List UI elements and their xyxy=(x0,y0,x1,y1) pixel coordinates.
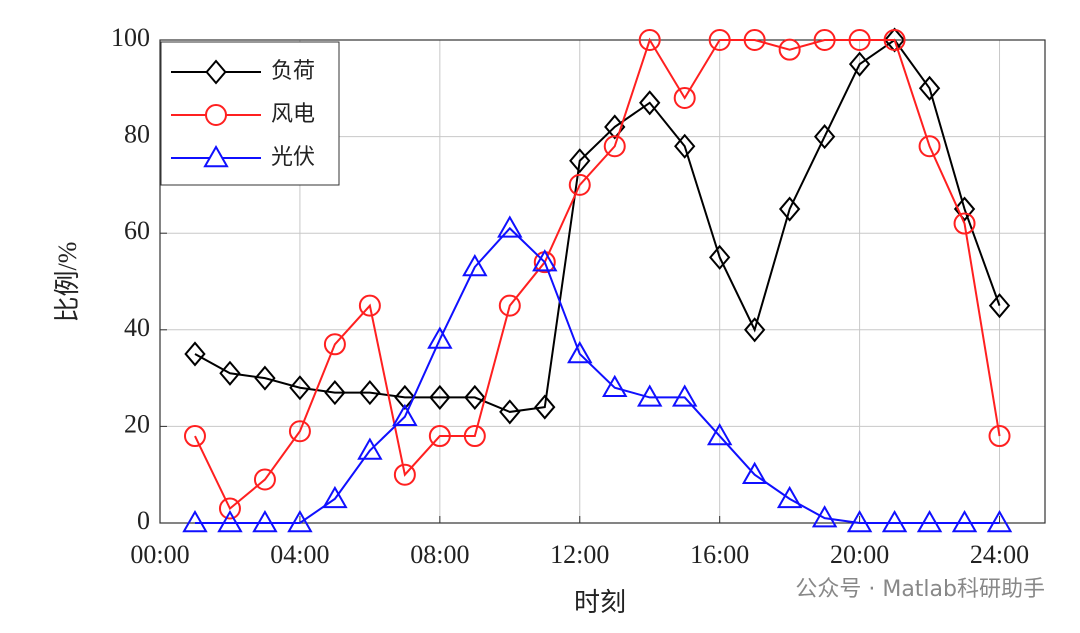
marker xyxy=(254,365,276,391)
marker xyxy=(674,133,696,159)
x-tick-label: 00:00 xyxy=(130,540,189,569)
marker xyxy=(811,505,838,528)
marker xyxy=(288,420,311,443)
marker xyxy=(498,294,521,317)
marker xyxy=(813,29,836,51)
marker xyxy=(394,384,416,410)
y-tick-label: 20 xyxy=(124,409,150,438)
x-tick-label: 16:00 xyxy=(690,540,749,569)
marker xyxy=(253,468,276,491)
marker xyxy=(637,384,663,407)
y-tick-label: 40 xyxy=(124,313,150,342)
marker xyxy=(357,437,383,460)
marker xyxy=(289,375,311,401)
marker xyxy=(813,124,836,150)
marker xyxy=(951,509,978,533)
y-tick-label: 100 xyxy=(111,23,150,52)
marker xyxy=(953,212,976,235)
marker xyxy=(953,196,976,222)
series-line xyxy=(194,226,1000,524)
marker xyxy=(988,293,1011,319)
marker xyxy=(778,196,801,222)
marker xyxy=(183,425,206,448)
marker xyxy=(638,29,661,51)
y-axis-label: 比例/% xyxy=(53,242,82,323)
marker xyxy=(741,461,768,484)
legend-box xyxy=(160,41,340,186)
y-tick-label: 60 xyxy=(124,216,150,245)
marker xyxy=(673,86,696,109)
marker xyxy=(219,360,241,386)
marker xyxy=(464,384,486,410)
marker xyxy=(671,384,698,407)
x-tick-label: 24:00 xyxy=(970,540,1029,569)
marker xyxy=(323,333,346,356)
marker xyxy=(392,403,418,426)
marker xyxy=(568,173,591,196)
marker xyxy=(217,509,243,533)
y-tick-label: 0 xyxy=(137,506,150,535)
marker xyxy=(708,29,731,51)
marker xyxy=(881,509,908,533)
marker xyxy=(252,509,278,533)
marker xyxy=(986,509,1013,533)
marker xyxy=(534,394,556,420)
x-tick-label: 04:00 xyxy=(270,540,329,569)
marker xyxy=(324,380,346,406)
marker xyxy=(497,215,523,238)
marker xyxy=(988,425,1011,448)
marker xyxy=(182,509,208,533)
marker xyxy=(883,29,906,51)
marker xyxy=(602,374,628,398)
marker xyxy=(918,135,941,158)
legend-marker xyxy=(205,104,227,126)
legend-label: 风电 xyxy=(271,102,315,127)
legend-label: 负荷 xyxy=(271,59,315,84)
marker xyxy=(358,294,381,317)
marker xyxy=(428,425,451,448)
marker xyxy=(499,399,521,425)
marker xyxy=(532,249,558,272)
marker xyxy=(322,485,348,509)
series-line xyxy=(194,37,1001,511)
marker xyxy=(776,485,803,509)
marker xyxy=(639,90,661,116)
marker xyxy=(706,423,733,446)
legend-marker xyxy=(205,59,227,85)
marker xyxy=(569,148,591,174)
x-tick-label: 20:00 xyxy=(830,540,889,569)
marker xyxy=(846,509,873,533)
marker xyxy=(778,38,801,61)
marker xyxy=(462,253,488,277)
marker xyxy=(427,326,453,349)
plot-frame xyxy=(159,39,1046,524)
marker xyxy=(848,29,871,51)
marker xyxy=(429,384,451,410)
marker xyxy=(287,509,313,533)
marker xyxy=(916,509,943,533)
marker xyxy=(743,29,766,51)
marker xyxy=(184,341,206,367)
marker xyxy=(918,75,941,101)
x-tick-label: 12:00 xyxy=(550,540,609,569)
marker xyxy=(848,51,871,77)
marker xyxy=(567,340,593,364)
marker xyxy=(603,135,626,158)
marker xyxy=(604,114,626,140)
watermark: 公众号 · Matlab科研助手 xyxy=(795,577,1045,602)
x-axis-label: 时刻 xyxy=(574,588,626,617)
marker xyxy=(709,244,731,270)
x-tick-label: 08:00 xyxy=(410,540,469,569)
legend-marker xyxy=(203,144,229,168)
legend-label: 光伏 xyxy=(271,145,315,170)
marker xyxy=(393,463,416,486)
y-tick-label: 80 xyxy=(124,120,150,149)
marker xyxy=(218,497,241,520)
marker xyxy=(463,425,486,448)
marker xyxy=(744,317,766,343)
marker xyxy=(359,380,381,406)
